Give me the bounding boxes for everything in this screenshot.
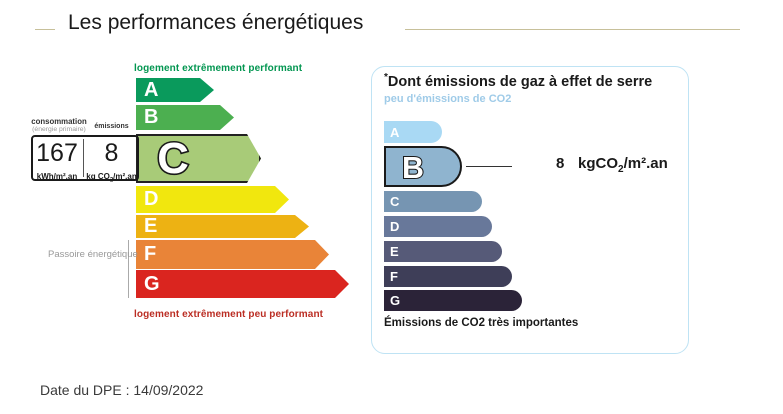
svg-text:B: B <box>402 153 424 185</box>
